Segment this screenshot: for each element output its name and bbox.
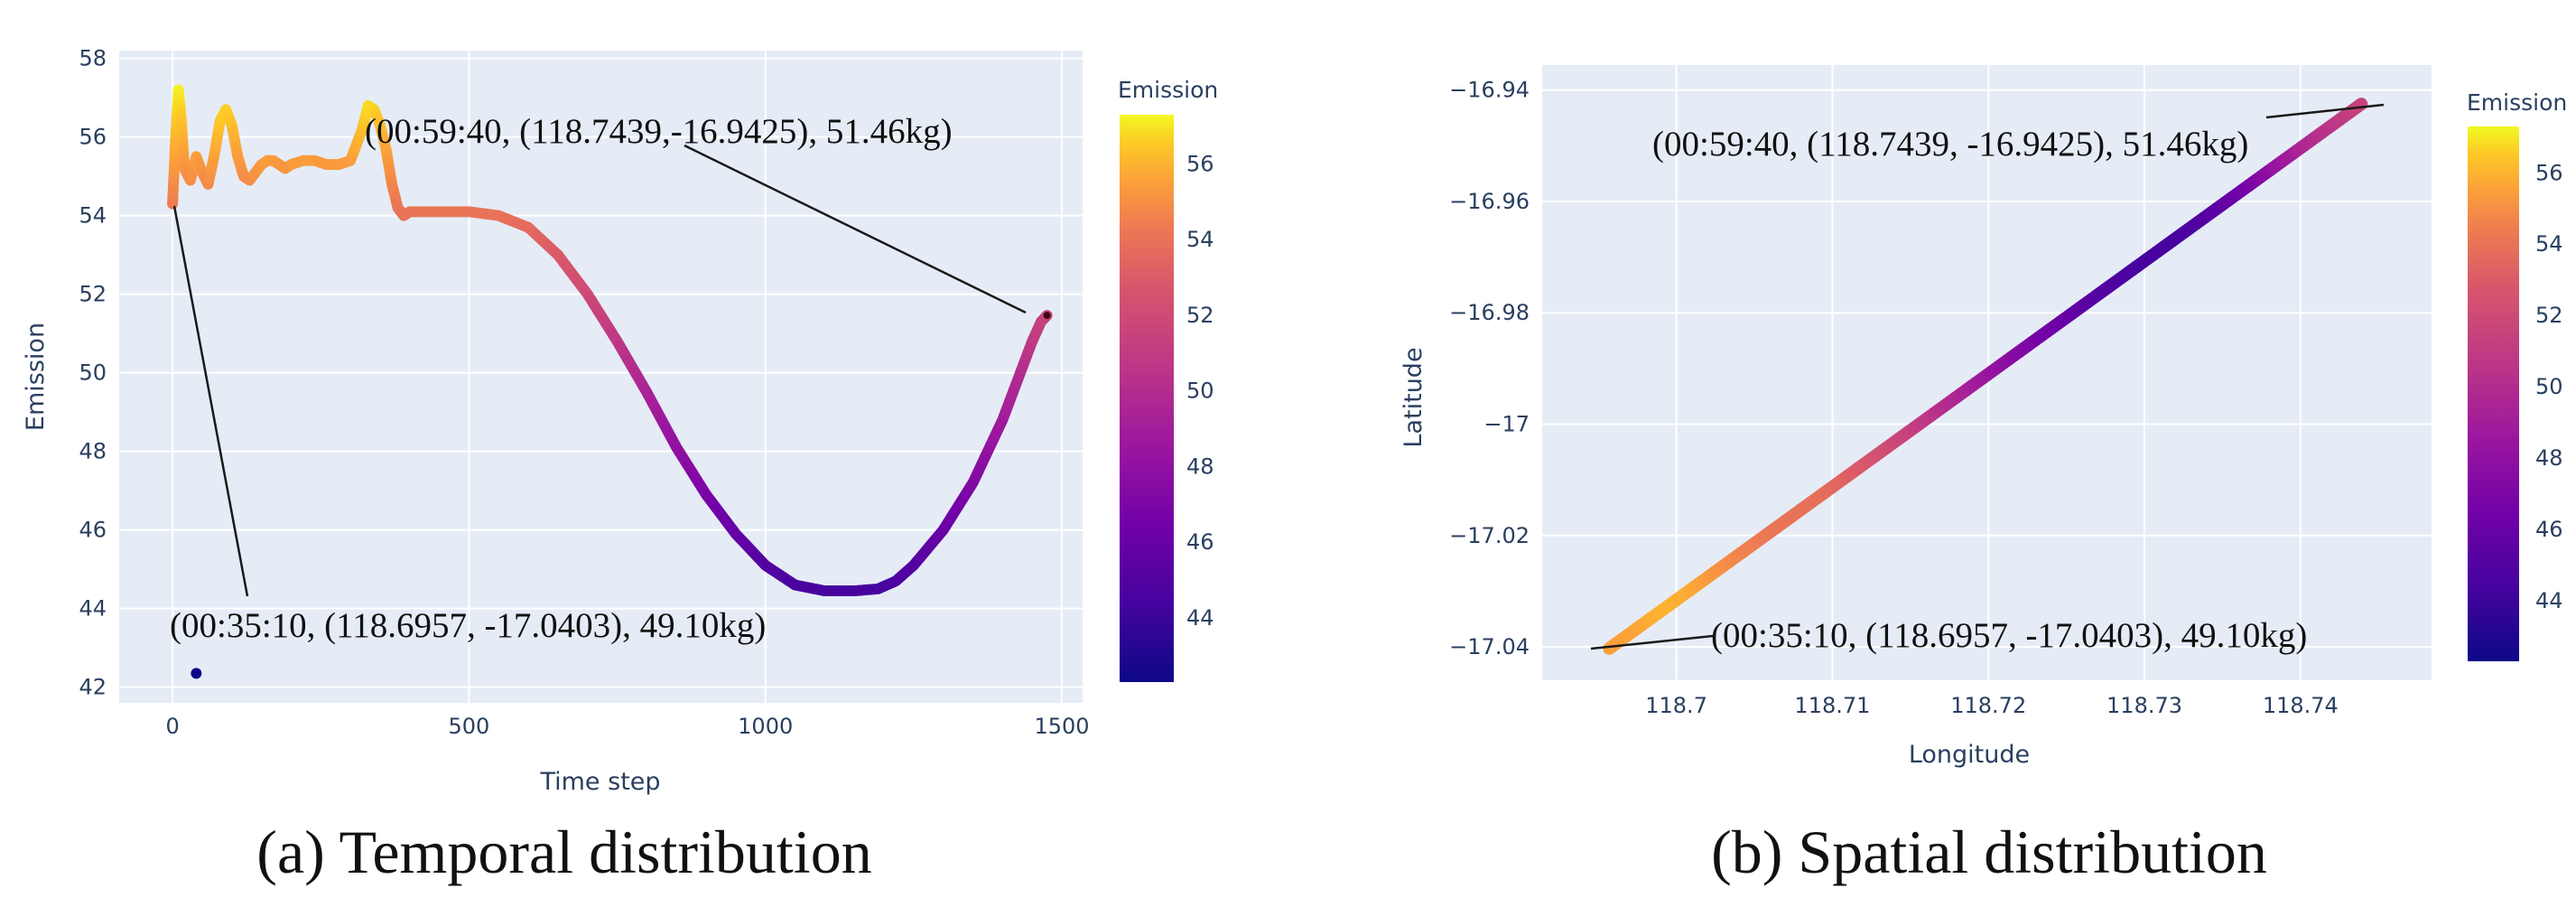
annot-leader-bottom-a [172,205,249,597]
panel-temporal: 42 44 46 48 50 52 54 56 58 0 500 1000 1500 (00:59:40… [22,46,1218,886]
colorbar-ticks-a: 44 46 48 50 52 54 56 [1186,151,1214,630]
colorbar-tick-label: 46 [2535,517,2563,542]
colorbar-a [1120,115,1174,682]
y-tick-label: 46 [79,518,107,543]
colorbar-tick-label: 46 [1186,529,1214,555]
x-axis-title-a: Time step [539,768,660,796]
annot-top-b: (00:59:40, (118.7439, -16.9425), 51.46kg… [1652,125,2248,164]
x-tick-label: 1500 [1034,714,1089,739]
annot-bottom-a: (00:35:10, (118.6957, -17.0403), 49.10kg… [170,606,766,645]
y-tick-label: 44 [79,596,107,622]
y-tick-label: 54 [79,203,107,229]
x-tick-label: 118.72 [1950,693,2026,718]
y-tick-label: −17.04 [1449,634,1530,659]
x-tick-label: 0 [165,714,179,739]
x-axis-title-b: Longitude [1909,741,2030,769]
y-tick-label: 52 [79,282,107,307]
series-b [1603,98,2368,655]
y-tick-label: 48 [79,439,107,464]
caption-a: (a) Temporal distribution [256,818,871,886]
colorbar-b [2468,126,2519,661]
colorbar-tick-label: 48 [2535,445,2563,471]
x-tick-label: 1000 [738,714,793,739]
y-axis-title-a: Emission [22,323,50,431]
colorbar-title-b: Emission [2467,89,2567,116]
colorbar-tick-label: 44 [2535,588,2563,613]
annot-bottom-b: (00:35:10, (118.6957, -17.0403), 49.10kg… [1711,616,2307,655]
annotations-b: (00:59:40, (118.7439, -16.9425), 51.46kg… [1590,103,2385,655]
colorbar-tick-label: 50 [2535,374,2563,399]
series-a [167,84,1053,679]
annotations-a: (00:59:40, (118.7439,-16.9425), 51.46kg)… [170,112,1027,645]
y-tick-label: 50 [79,360,107,386]
colorbar-tick-label: 52 [2535,303,2563,328]
annot-leader-top-b [2265,103,2385,119]
colorbar-tick-label: 52 [1186,303,1214,328]
x-tick-label: 118.7 [1645,693,1707,718]
y-tick-label: −17.02 [1449,523,1530,548]
colorbar-tick-label: 44 [1186,605,1214,631]
colorbar-tick-label: 50 [1186,379,1214,404]
colorbar-ticks-b: 44 46 48 50 52 54 56 [2535,160,2563,613]
outlier-point [191,668,202,679]
y-axis-title-b: Latitude [1400,347,1427,447]
colorbar-tick-label: 54 [2535,231,2563,257]
y-tick-label: −17 [1483,412,1530,437]
colorbar-tick-label: 56 [2535,160,2563,185]
colorbar-tick-label: 54 [1186,227,1214,252]
grid-a [119,51,1083,703]
grid-b [1542,65,2432,680]
annot-leader-bottom-b2 [1590,634,1714,650]
y-tick-label: 56 [79,125,107,150]
caption-b: (b) Spatial distribution [1711,818,2267,886]
y-tick-label: −16.94 [1449,78,1530,103]
y-tick-label: −16.96 [1449,189,1530,214]
x-tick-label: 500 [448,714,489,739]
colorbar-tick-label: 56 [1186,151,1214,176]
y-tick-label: 42 [79,675,107,700]
x-tick-label: 118.74 [2263,693,2339,718]
x-tick-label: 118.71 [1794,693,1870,718]
colorbar-tick-label: 48 [1186,454,1214,479]
highlight-point [1043,312,1051,320]
ticks-a: 42 44 46 48 50 52 54 56 58 0 500 1000 1500 [79,46,1089,739]
annot-top-a: (00:59:40, (118.7439,-16.9425), 51.46kg) [365,112,953,151]
y-tick-label: −16.98 [1449,300,1530,325]
colorbar-title-a: Emission [1118,77,1218,103]
annot-leader-top-a [684,144,1027,314]
y-tick-label: 58 [79,46,107,71]
x-tick-label: 118.73 [2106,693,2182,718]
